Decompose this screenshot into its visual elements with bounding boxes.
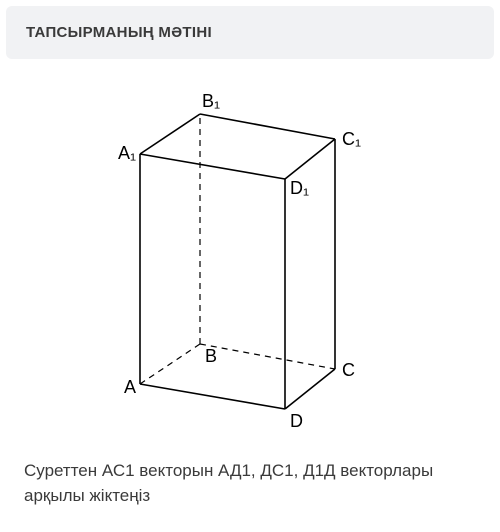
vertex-label-C1: C₁ — [342, 129, 361, 149]
edge-visible — [200, 114, 335, 139]
vertex-label-A: A — [124, 377, 136, 397]
question-text: Суреттен АС1 векторын АД1, ДС1, Д1Д вект… — [24, 459, 476, 508]
vertex-label-D: D — [290, 411, 303, 431]
figure-container: A D C B A₁ D₁ C₁ B₁ — [0, 59, 500, 449]
vertex-label-C: C — [342, 360, 355, 380]
edge-visible — [285, 139, 335, 179]
task-header-title: ТАПСЫРМАНЫҢ МӘТІНІ — [26, 24, 474, 41]
edge-visible — [140, 384, 285, 409]
vertex-label-B1: B₁ — [202, 91, 220, 111]
vertex-label-B: B — [205, 346, 217, 366]
edge-hidden — [200, 344, 335, 369]
vertex-label-D1: D₁ — [290, 178, 309, 198]
edge-visible — [140, 154, 285, 179]
edge-visible — [140, 114, 200, 154]
task-header: ТАПСЫРМАНЫҢ МӘТІНІ — [6, 6, 494, 59]
vertex-label-A1: A₁ — [118, 143, 136, 163]
question-block: Суреттен АС1 векторын АД1, ДС1, Д1Д вект… — [0, 449, 500, 532]
prism-diagram: A D C B A₁ D₁ C₁ B₁ — [90, 79, 410, 439]
edge-visible — [285, 369, 335, 409]
edge-hidden — [140, 344, 200, 384]
